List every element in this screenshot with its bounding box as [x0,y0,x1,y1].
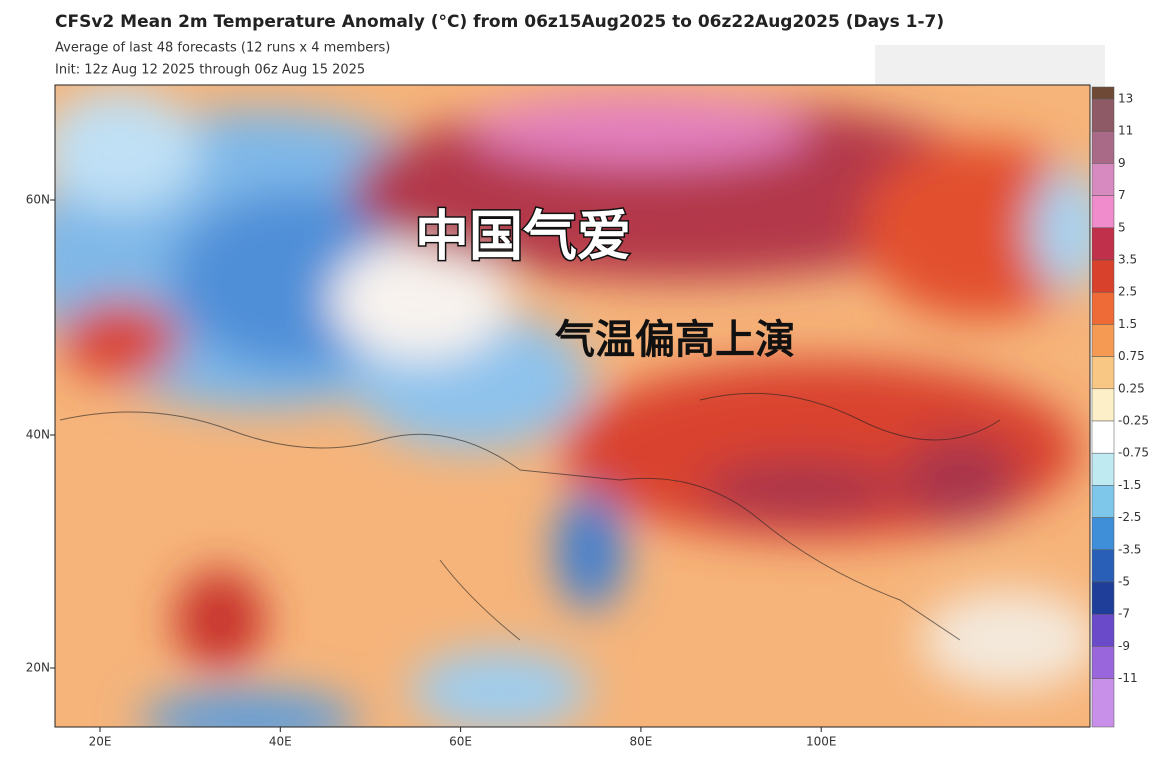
lon-label: 60E [449,735,472,749]
colorbar-label: -0.25 [1118,414,1149,428]
caption: 气温偏高上演 [555,317,795,363]
colorbar-swatch [1091,452,1115,486]
lon-label: 80E [629,735,652,749]
colorbar-swatch [1091,195,1115,229]
lon-label: 40E [269,735,292,749]
colorbar-swatch [1091,613,1115,647]
colorbar-label: -5 [1118,575,1130,589]
colorbar: 13 11 9 7 5 3.5 2.5 1.5 0.75 0.25 -0.25 -0.75 -1.5 -2… [1091,86,1149,728]
title: CFSv2 Mean 2m Temperature Anomaly (°C) f… [55,12,944,32]
colorbar-swatch [1091,549,1115,583]
colorbar-label: 9 [1118,156,1126,170]
colorbar-swatch [1091,646,1115,679]
colorbar-label: 5 [1118,220,1126,234]
lat-label: 60N [26,193,50,207]
colorbar-label: -1.5 [1118,478,1141,492]
coastlines [59,392,1001,641]
colorbar-label: -9 [1118,639,1130,653]
colorbar-swatch [1091,678,1115,728]
map [55,85,1090,727]
colorbar-label: 0.75 [1118,349,1145,363]
colorbar-label: -7 [1118,607,1130,621]
map-frame [54,84,1091,728]
colorbar-swatch [1091,163,1115,196]
lon-label: 20E [89,735,112,749]
axes: 60N 40N 20N 20E 40E 60E 80E 100E [26,193,837,749]
colorbar-label: -2.5 [1118,510,1141,524]
colorbar-label: -0.75 [1118,446,1149,460]
colorbar-swatch [1091,291,1115,325]
colorbar-swatch [1091,227,1115,261]
colorbar-swatch [1091,259,1115,293]
colorbar-swatch [1091,98,1115,132]
colorbar-label: 13 [1118,92,1133,106]
anomaly-field [55,90,1090,727]
colorbar-swatch [1091,581,1115,615]
colorbar-label: 0.25 [1118,381,1145,395]
colorbar-label: 11 [1118,124,1133,138]
colorbar-label: 1.5 [1118,317,1137,331]
lat-label: 20N [26,661,50,675]
headline: 中国气爱 [415,205,631,268]
colorbar-swatch [1091,86,1115,100]
watermark-blur [875,45,1105,87]
colorbar-swatch [1091,356,1115,390]
init-line: Init: 12z Aug 12 2025 through 06z Aug 15… [55,63,365,78]
colorbar-label: -11 [1118,671,1138,685]
colorbar-swatch [1091,130,1115,164]
lon-label: 100E [806,735,837,749]
colorbar-swatch [1091,517,1115,551]
colorbar-swatch [1091,388,1115,422]
colorbar-swatch [1091,485,1115,518]
colorbar-swatch [1091,324,1115,357]
colorbar-label: 7 [1118,188,1126,202]
colorbar-label: 2.5 [1118,285,1137,299]
colorbar-swatch [1091,420,1115,454]
subtitle: Average of last 48 forecasts (12 runs x … [55,41,390,56]
lat-label: 40N [26,428,50,442]
colorbar-label: -3.5 [1118,542,1141,556]
colorbar-label: 3.5 [1118,253,1137,267]
